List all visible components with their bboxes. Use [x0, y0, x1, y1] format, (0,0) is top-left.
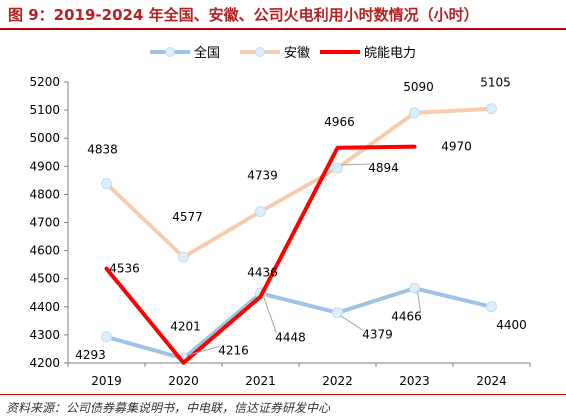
series-line-安徽: [104, 106, 494, 260]
data-label: 4838: [87, 143, 118, 157]
data-point: [101, 331, 112, 343]
x-tick-label: 2019: [91, 374, 122, 388]
data-label: 4970: [441, 140, 472, 154]
data-label: 4293: [75, 348, 106, 362]
x-tick-label: 2024: [476, 374, 507, 388]
x-tick-label: 2020: [168, 374, 199, 388]
data-point: [332, 162, 343, 174]
data-label: 4379: [362, 328, 393, 342]
data-label: 4577: [172, 210, 203, 224]
y-tick-label: 4200: [29, 356, 60, 370]
y-tick-label: 5100: [29, 103, 60, 117]
data-label-leader: [186, 346, 220, 356]
x-tick-label: 2023: [399, 374, 430, 388]
title-bar: 图 9：2019-2024 年全国、安徽、公司火电利用小时数情况（小时）: [0, 0, 566, 30]
data-label: 4448: [275, 330, 306, 344]
legend-marker: [255, 47, 265, 57]
figure-title: 图 9：2019-2024 年全国、安徽、公司火电利用小时数情况（小时）: [8, 6, 479, 24]
data-label-leader: [340, 315, 364, 332]
data-point: [486, 301, 497, 313]
legend-marker: [165, 47, 175, 57]
data-label: 4966: [324, 115, 355, 129]
data-point: [409, 282, 420, 294]
data-point: [255, 206, 266, 218]
y-tick-label: 4900: [29, 159, 60, 173]
x-tick-label: 2022: [322, 374, 353, 388]
data-label: 4436: [247, 266, 278, 280]
series-line-皖能电力: [104, 144, 417, 365]
source-note: 资料来源：公司债券募集说明书，中电联，信达证券研发中心: [6, 401, 331, 415]
data-point: [486, 103, 497, 115]
data-label: 4466: [391, 309, 422, 323]
data-point: [101, 178, 112, 190]
data-label-leader: [263, 296, 277, 334]
legend-label: 皖能电力: [364, 46, 416, 61]
data-label: 5090: [403, 80, 434, 94]
y-tick-label: 4800: [29, 187, 60, 201]
data-label: 4216: [218, 344, 249, 358]
data-label-leader: [340, 163, 370, 166]
series-line-全国: [104, 286, 494, 361]
y-tick-label: 5000: [29, 131, 60, 145]
data-label-leader: [417, 291, 421, 313]
data-point: [178, 251, 189, 263]
y-tick-label: 4500: [29, 272, 60, 286]
line-chart: 4200 4300 4400 4500 4600 4700 4800 4900 5000 5100…: [29, 45, 531, 388]
data-label: 4739: [247, 169, 278, 183]
source-bar: 资料来源：公司债券募集说明书，中电联，信达证券研发中心: [0, 394, 566, 420]
data-point: [409, 107, 420, 119]
x-tick-label: 2021: [245, 374, 276, 388]
data-label: 4536: [109, 262, 140, 276]
data-label: 4400: [496, 318, 527, 332]
y-tick-label: 5200: [29, 75, 60, 89]
legend-label: 安徽: [284, 46, 310, 61]
y-tick-label: 4700: [29, 216, 60, 230]
legend-label: 全国: [194, 45, 220, 61]
data-label: 4894: [368, 161, 399, 175]
y-tick-label: 4600: [29, 244, 60, 258]
data-label: 4201: [170, 320, 201, 334]
y-tick-label: 4400: [29, 300, 60, 314]
data-point: [332, 307, 343, 319]
data-label: 5105: [480, 76, 511, 90]
y-tick-label: 4300: [29, 328, 60, 342]
